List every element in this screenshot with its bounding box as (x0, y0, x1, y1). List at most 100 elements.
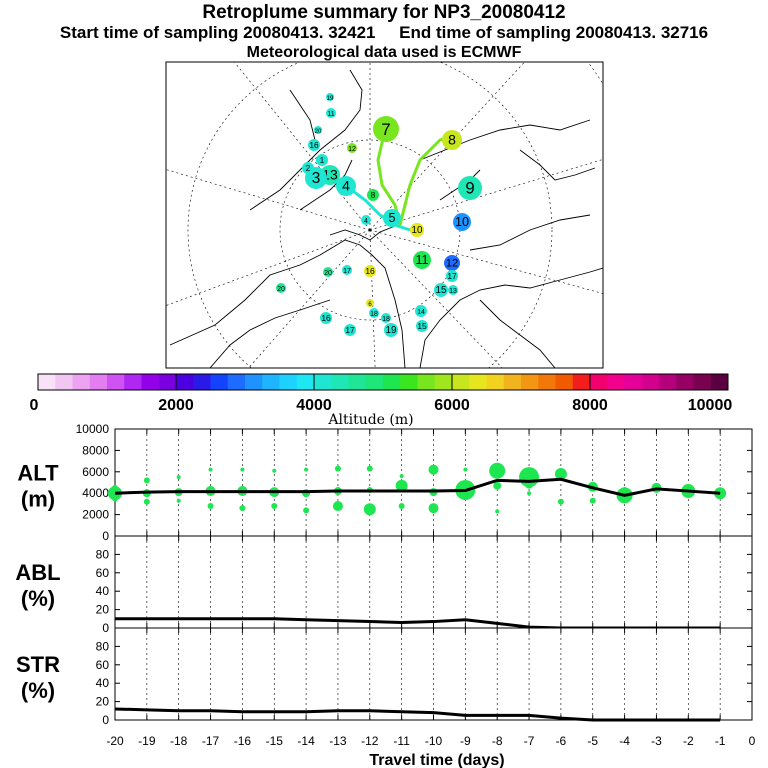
map-marker-dot (442, 130, 462, 150)
map-marker: 18 (369, 308, 379, 318)
colorbar-swatch (365, 374, 384, 390)
alt-data-point (272, 468, 277, 473)
alt-data-point (366, 465, 373, 472)
colorbar-swatch (641, 374, 660, 390)
alt-data-point (428, 503, 439, 514)
y-tick-label: 20 (96, 603, 110, 617)
colorbar-swatch (348, 374, 367, 390)
x-tick-label: -12 (361, 734, 379, 748)
alt-data-point (334, 465, 341, 472)
map-marker: 16 (320, 312, 332, 324)
colorbar-swatch (72, 374, 91, 390)
map-marker-dot (276, 283, 286, 293)
colorbar-tick-label: 4000 (296, 397, 332, 414)
colorbar-swatch (107, 374, 125, 390)
colorbar-swatch (38, 374, 56, 390)
x-tick-label: -7 (524, 734, 535, 748)
panel-ylabel-unit: (%) (21, 586, 55, 611)
map-marker-label: 13 (449, 288, 457, 295)
sampling-time-subtitle: Start time of sampling 20080413. 32421 E… (59, 23, 709, 42)
alt-data-point (332, 501, 343, 512)
y-tick-label: 60 (96, 658, 110, 672)
map-marker: 8 (367, 189, 379, 201)
colorbar-swatch (624, 374, 643, 390)
map-marker-label: 12 (348, 146, 356, 153)
map-marker-dot (314, 126, 322, 134)
map-marker: 20 (276, 283, 286, 293)
y-tick-label: 0 (102, 621, 109, 635)
x-tick-label: -2 (683, 734, 694, 748)
map-marker-dot (369, 308, 379, 318)
y-tick-label: 40 (96, 676, 110, 690)
map-marker-dot (361, 215, 371, 225)
colorbar-tick-label: 8000 (572, 397, 608, 414)
alt-data-point (428, 464, 439, 475)
colorbar-swatch (469, 374, 487, 390)
colorbar-swatch (572, 374, 591, 390)
map-marker-dot (326, 93, 334, 101)
map-marker: 16 (308, 139, 320, 151)
map-marker-label: 16 (365, 266, 375, 276)
x-tick-label: -5 (587, 734, 598, 748)
colorbar-tick-label: 2000 (158, 397, 194, 414)
map-marker: 16 (364, 265, 376, 277)
map-marker-label: 2 (306, 163, 311, 173)
map-marker-label: 5 (388, 211, 395, 225)
colorbar-swatch (590, 374, 608, 390)
panel-ylabel: ABL (15, 560, 60, 585)
colorbar-swatch (314, 374, 332, 390)
x-tick-label: -16 (234, 734, 252, 748)
map-marker-dot (383, 209, 401, 227)
y-tick-label: 0 (102, 529, 109, 543)
alt-data-point (239, 505, 246, 512)
colorbar-swatch (55, 374, 73, 390)
map-marker: 17 (342, 265, 352, 275)
map-marker-label: 8 (371, 190, 376, 200)
y-tick-label: 60 (96, 566, 110, 580)
map-marker-label: 4 (342, 178, 350, 194)
alt-data-point (304, 467, 309, 472)
map-marker-label: 20 (315, 129, 322, 135)
x-tick-label: 0 (749, 734, 756, 748)
map-marker-label: 17 (343, 268, 351, 275)
x-axis: -20 -19 -18 -17 -16 -15 -14 -13 -12 -11 -10 -9 -8 -7-… (106, 734, 755, 748)
alt-data-point (399, 474, 404, 479)
alt-data-point (303, 507, 310, 514)
colorbar-swatch (89, 374, 108, 390)
y-tick-label: 6000 (82, 465, 109, 479)
alt-data-point (208, 467, 213, 472)
map-marker-dot (373, 116, 399, 142)
map-marker-label: 14 (417, 309, 425, 316)
map-marker: 17 (344, 324, 356, 336)
map-marker-dot (302, 162, 314, 174)
y-tick-label: 0 (102, 713, 109, 727)
alt-data-point (112, 484, 118, 491)
map-marker-dot (416, 306, 426, 316)
colorbar-swatch (158, 374, 177, 390)
map-marker: 13 (448, 285, 458, 295)
x-tick-label: -4 (619, 734, 630, 748)
x-tick-label: -6 (556, 734, 567, 748)
map-marker: 1 (316, 154, 328, 166)
panel-ylabel-unit: (%) (21, 678, 55, 703)
map-marker-dot (367, 189, 379, 201)
alt-data-point (489, 462, 506, 479)
abl-panel: 0 20 40 60 80 ABL(%) (15, 535, 753, 635)
alt-median-line (114, 477, 721, 497)
map-marker: 10 (410, 223, 424, 237)
colorbar-tick-labels: 0 2000 4000 6000 8000 10000 (30, 374, 732, 414)
trajectory-path-a (376, 129, 456, 226)
map-marker: 11 (326, 108, 336, 118)
colorbar-swatch (141, 374, 160, 390)
map-marker: 2 (302, 162, 314, 174)
map-marker: 20 (323, 267, 333, 277)
map-marker-dot (364, 265, 376, 277)
x-tick-label: -1 (715, 734, 726, 748)
map-marker: 12 (444, 255, 460, 271)
map-marker-dot (410, 223, 424, 237)
x-axis-label: Travel time (days) (369, 752, 504, 768)
map-marker-dot (413, 251, 431, 269)
y-tick-label: 4000 (82, 486, 109, 500)
y-tick-label: 80 (96, 639, 110, 653)
x-tick-label: -15 (266, 734, 284, 748)
